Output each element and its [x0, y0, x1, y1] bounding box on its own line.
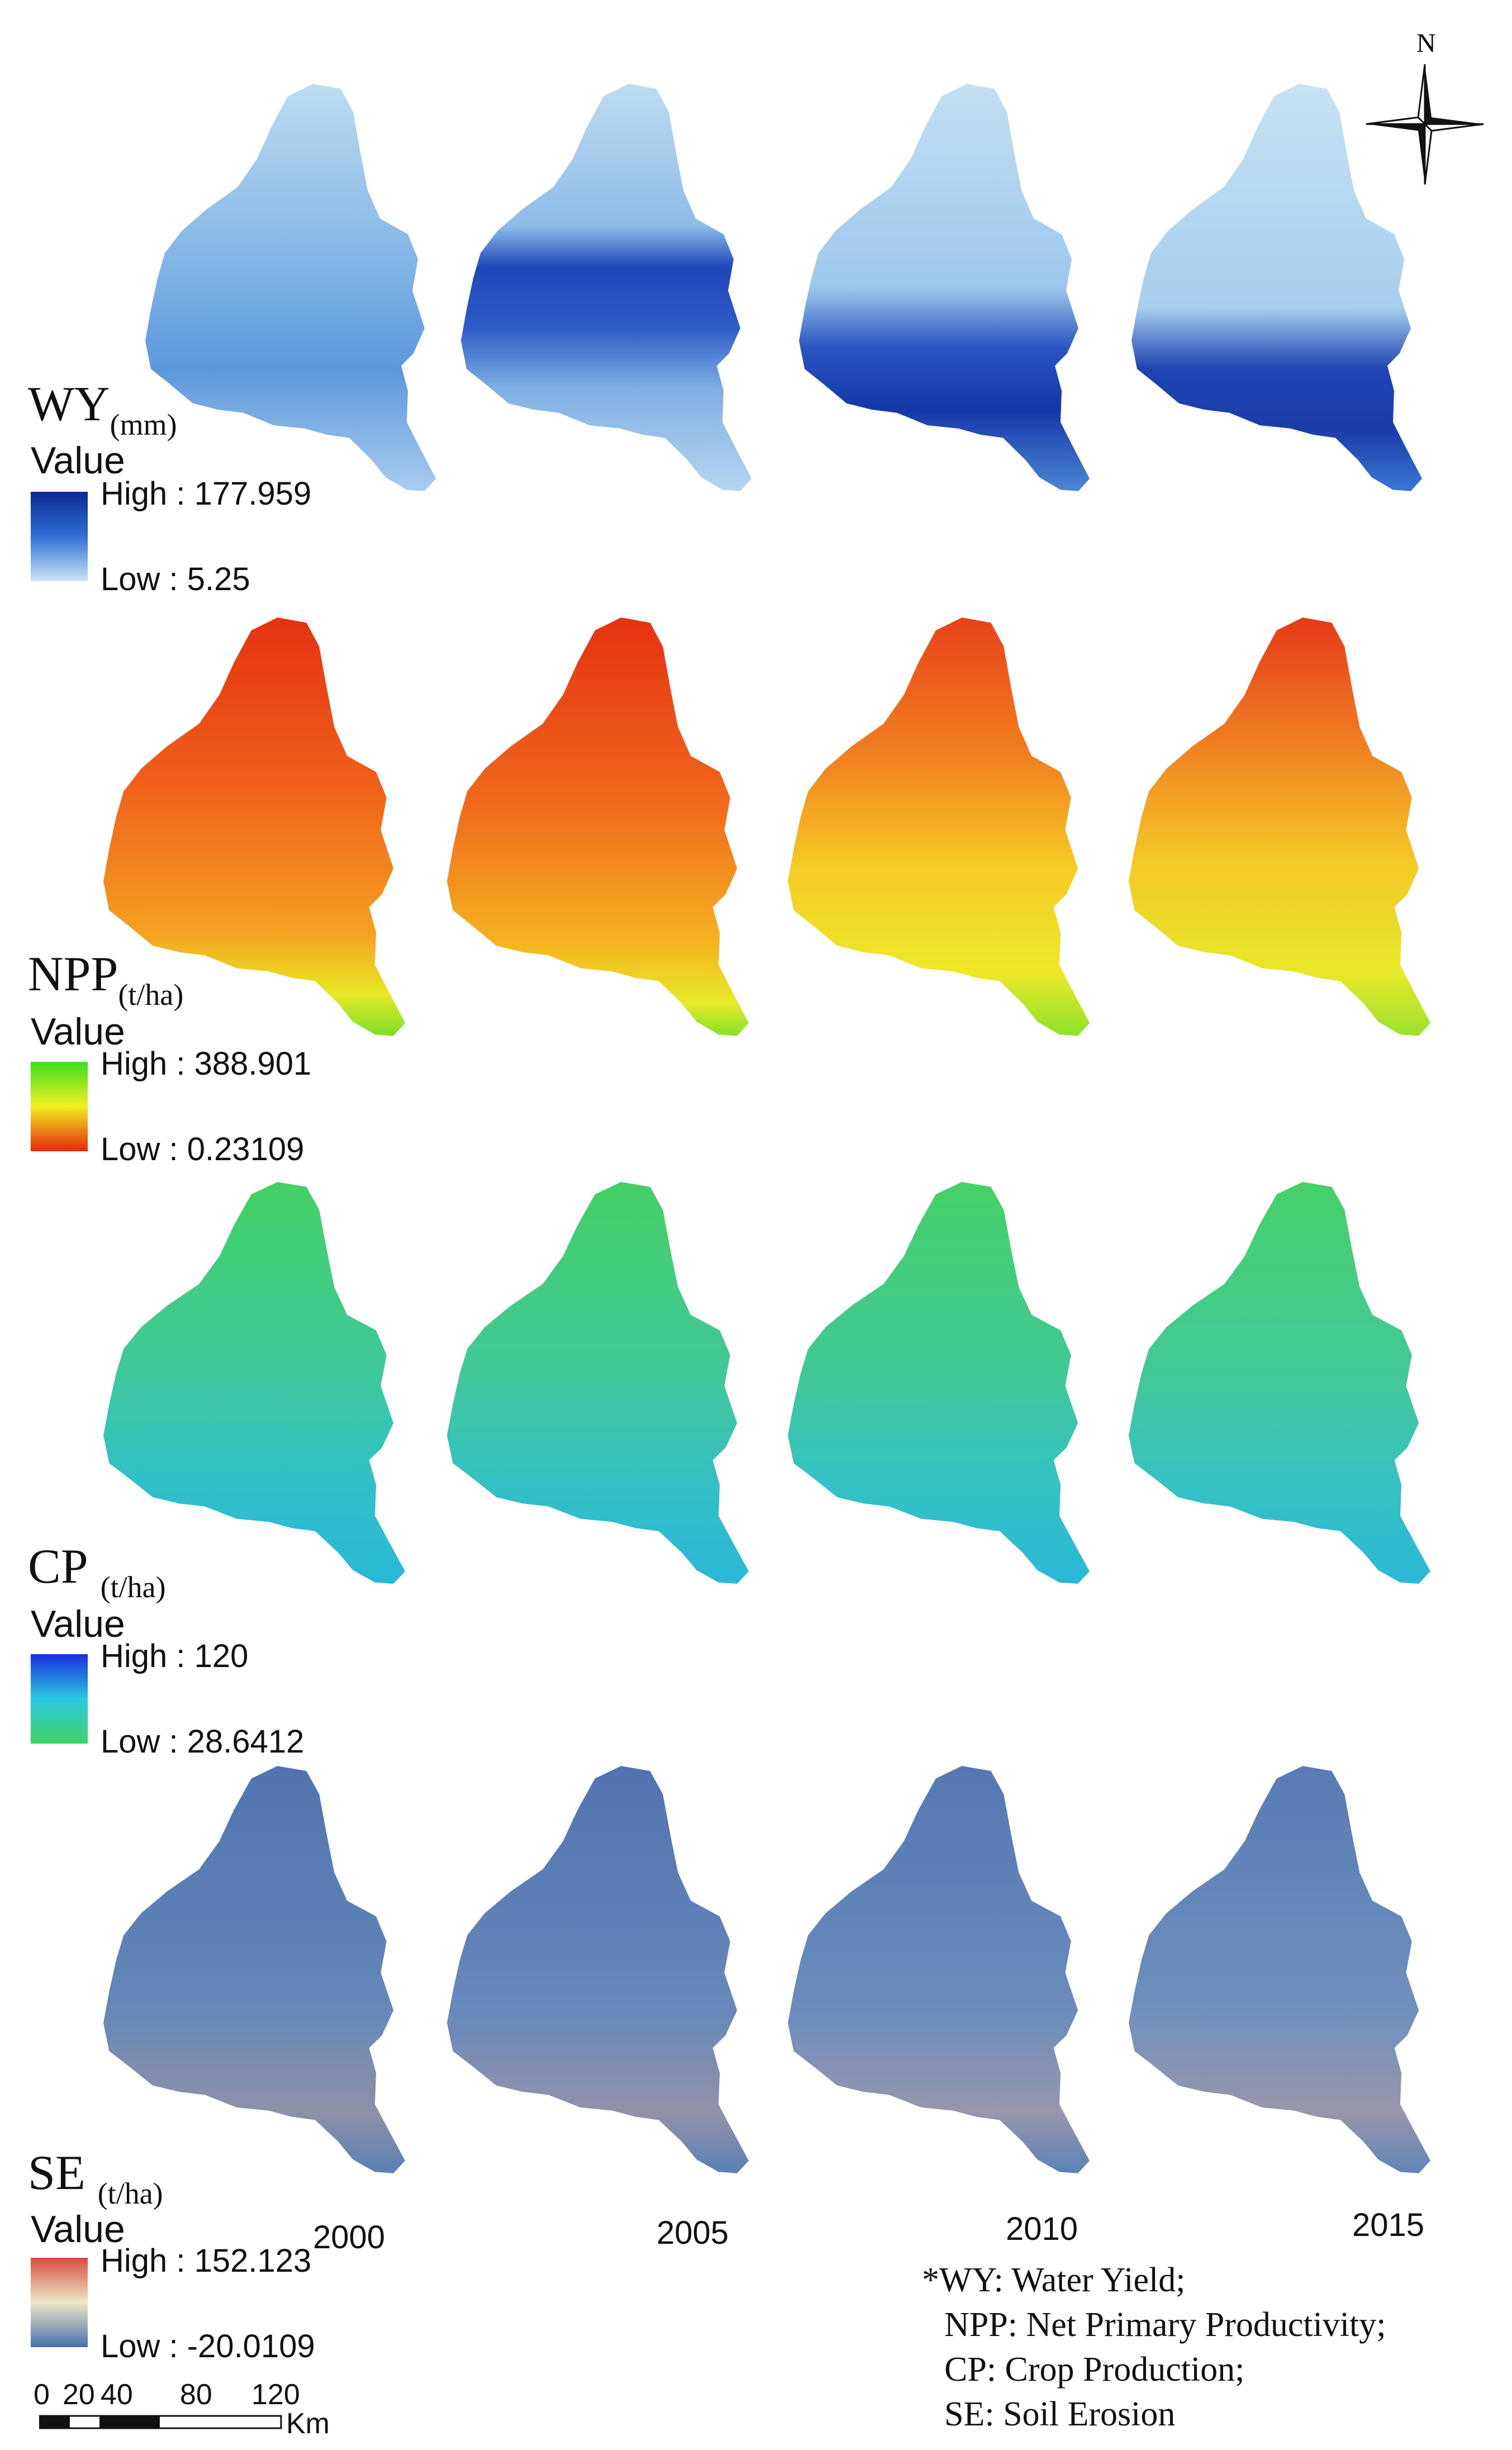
cp-value-label: Value: [31, 1603, 125, 1645]
se-map-2015: [1129, 1766, 1430, 2173]
cp-color-ramp: [31, 1654, 88, 1744]
scale-tick-label: 20: [63, 2378, 95, 2411]
wy-map-2000: [145, 84, 436, 491]
note-line: *WY: Water Yield;: [922, 2261, 1186, 2299]
se-map-2000: [103, 1766, 405, 2173]
wy-value-label: Value: [31, 439, 125, 482]
north-arrow-letter: N: [1416, 29, 1436, 58]
npp-title: NPP(t/ha): [28, 947, 183, 1010]
se-unit: (t/ha): [97, 2177, 163, 2210]
npp-map-2005: [447, 618, 749, 1036]
wy-title: WY(mm): [28, 377, 177, 440]
scale-unit: Km: [286, 2408, 330, 2440]
cp-map-2005: [447, 1182, 749, 1584]
npp-value-label: Value: [31, 1010, 125, 1053]
cp-unit: (t/ha): [100, 1570, 166, 1604]
wy-high: High : 177.959: [101, 476, 312, 512]
npp-high: High : 388.901: [101, 1046, 312, 1082]
scale-tick-label: 120: [251, 2378, 300, 2411]
se-low: Low : -20.0109: [101, 2328, 315, 2364]
wy-map-2015: [1131, 84, 1422, 491]
wy-low: Low : 5.25: [101, 561, 250, 597]
wy-unit: (mm): [110, 408, 177, 441]
se-color-ramp: [31, 2258, 88, 2347]
se-map-2005: [447, 1766, 749, 2173]
npp-unit: (t/ha): [118, 978, 184, 1012]
cp-label: CP: [28, 1540, 88, 1594]
wy-label: WY: [28, 377, 110, 431]
wy-map-2005: [461, 84, 752, 491]
note-line: CP: Crop Production;: [944, 2351, 1245, 2389]
npp-label: NPP: [28, 947, 118, 1001]
cp-map-2000: [103, 1182, 405, 1584]
cp-map-2015: [1129, 1182, 1430, 1584]
scale-bar: 0 20 40 80 120 Km: [34, 2378, 346, 2440]
cp-title: CP (t/ha): [28, 1540, 166, 1603]
se-value-label: Value: [31, 2208, 125, 2250]
npp-color-ramp: [31, 1062, 88, 1151]
scale-tick-label: 0: [34, 2378, 50, 2411]
note-line: SE: Soil Erosion: [944, 2395, 1176, 2433]
se-label: SE: [28, 2146, 85, 2200]
se-high: High : 152.123: [101, 2243, 312, 2279]
wy-map-2010: [799, 84, 1090, 491]
npp-low: Low : 0.23109: [101, 1131, 305, 1167]
compass-icon: [1366, 64, 1484, 185]
wy-color-ramp: [31, 492, 88, 581]
se-map-2010: [788, 1766, 1090, 2173]
npp-map-2000: [103, 618, 405, 1036]
scale-tick-label: 40: [101, 2378, 133, 2411]
year-label-2015: 2015: [1352, 2207, 1425, 2243]
north-arrow: N: [1363, 28, 1486, 190]
year-label-2000: 2000: [313, 2219, 386, 2256]
year-label-2005: 2005: [657, 2215, 729, 2251]
year-label-2010: 2010: [1006, 2211, 1078, 2247]
abbreviation-note: *WY: Water Yield; NPP: Net Primary Produ…: [922, 2258, 1386, 2437]
scale-tick-label: 80: [180, 2378, 212, 2411]
cp-high: High : 120: [101, 1638, 249, 1674]
note-line: NPP: Net Primary Productivity;: [944, 2306, 1386, 2344]
se-title: SE (t/ha): [28, 2146, 163, 2209]
cp-low: Low : 28.6412: [101, 1723, 305, 1760]
cp-map-2010: [788, 1182, 1090, 1584]
npp-map-2015: [1129, 618, 1430, 1036]
npp-map-2010: [788, 618, 1090, 1036]
scale-bar-graphic: [39, 2415, 282, 2429]
